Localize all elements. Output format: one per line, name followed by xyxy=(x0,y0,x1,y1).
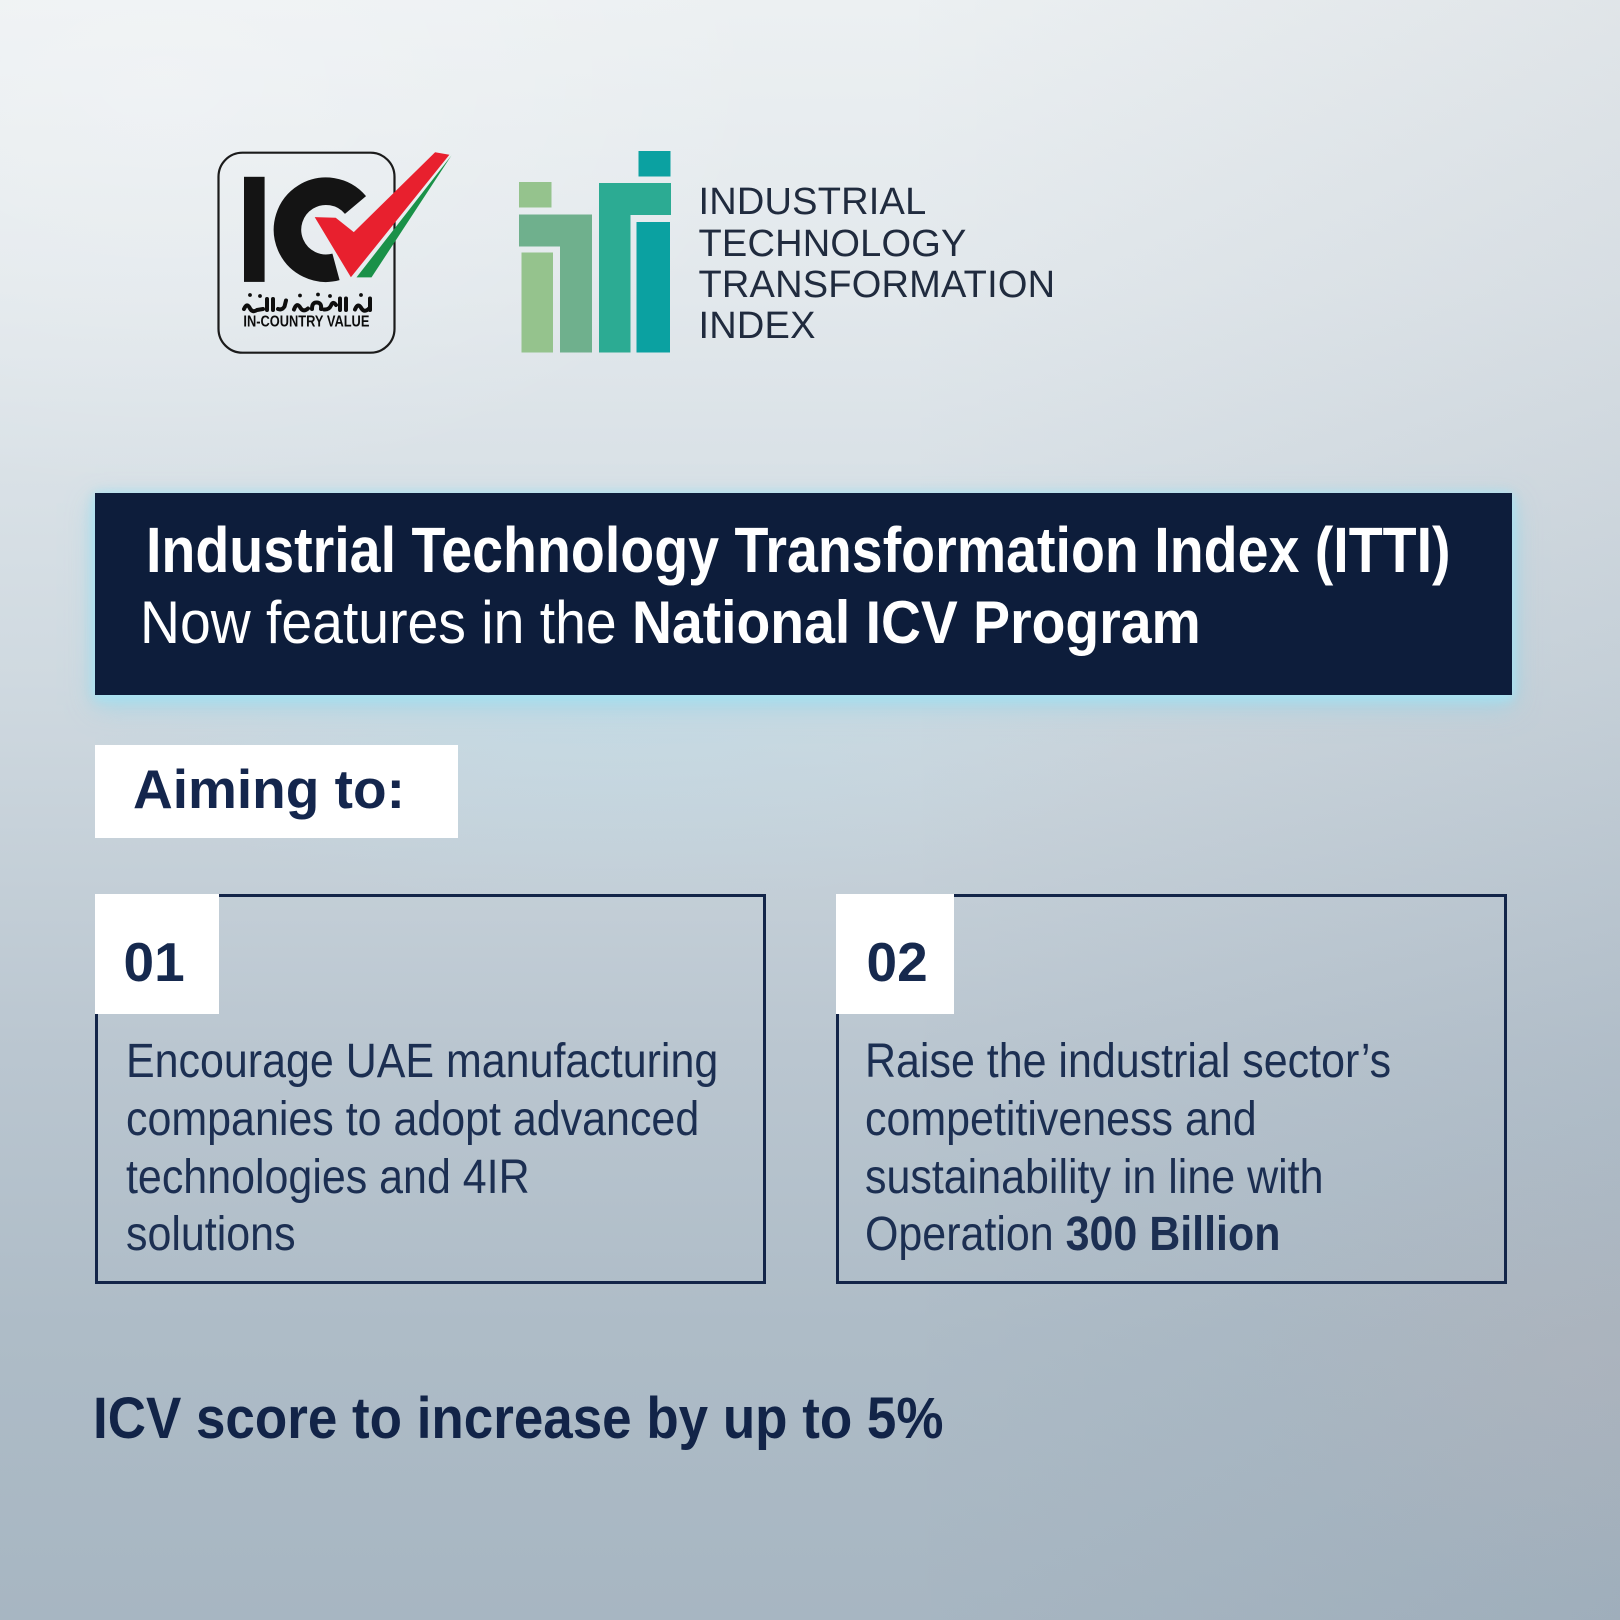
svg-text:IN-COUNTRY VALUE: IN-COUNTRY VALUE xyxy=(243,313,369,330)
